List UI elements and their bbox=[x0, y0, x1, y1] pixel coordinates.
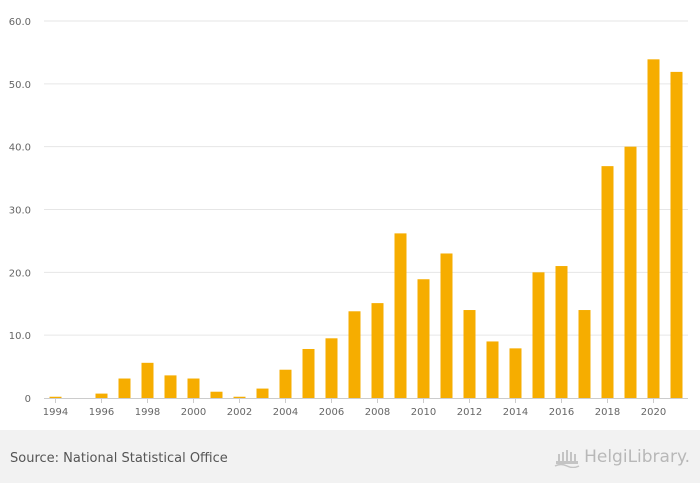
x-tick-label: 1998 bbox=[135, 407, 160, 418]
bar-1999[interactable] bbox=[164, 375, 177, 398]
bar-2010[interactable] bbox=[417, 279, 430, 398]
x-tick-label: 2018 bbox=[595, 407, 620, 418]
bar-2012[interactable] bbox=[463, 310, 476, 398]
y-tick-label: 50.0 bbox=[9, 80, 31, 91]
bar-chart: 0 10.0 20.0 30.0 40.0 50.0 60.0 1994 1996 1998 20… bbox=[9, 17, 688, 418]
bar-2004[interactable] bbox=[279, 369, 292, 398]
y-tick-label: 10.0 bbox=[9, 331, 31, 342]
x-axis: 1994 1996 1998 2000 2002 2004 2006 2008 2010 2012… bbox=[43, 398, 688, 418]
bar-2007[interactable] bbox=[348, 311, 361, 398]
bar-2016[interactable] bbox=[555, 266, 568, 398]
x-tick-label: 1994 bbox=[43, 407, 68, 418]
x-tick-label: 2020 bbox=[641, 407, 666, 418]
x-tick-label: 2008 bbox=[365, 407, 390, 418]
source-note: Source: National Statistical Office bbox=[10, 451, 228, 466]
bar-1994[interactable] bbox=[49, 396, 62, 398]
helgilibrary-logo[interactable]: HelgiLibrary. bbox=[554, 446, 690, 468]
bar-2009[interactable] bbox=[394, 233, 407, 398]
bar-2017[interactable] bbox=[578, 310, 591, 398]
library-building-icon bbox=[554, 450, 580, 468]
x-tick-label: 2006 bbox=[319, 407, 344, 418]
y-tick-label: 30.0 bbox=[9, 206, 31, 217]
bar-2011[interactable] bbox=[440, 253, 453, 398]
y-tick-label: 40.0 bbox=[9, 143, 31, 154]
bar-1996[interactable] bbox=[95, 393, 108, 398]
footer-bar bbox=[0, 430, 700, 483]
bar-2006[interactable] bbox=[325, 338, 338, 398]
bar-2020[interactable] bbox=[647, 59, 660, 398]
x-tick-label: 2010 bbox=[411, 407, 436, 418]
y-tick-label: 20.0 bbox=[9, 268, 31, 279]
bar-2014[interactable] bbox=[509, 348, 522, 398]
bar-2000[interactable] bbox=[187, 378, 200, 398]
bar-1998[interactable] bbox=[141, 362, 154, 398]
x-tick-label: 2014 bbox=[503, 407, 528, 418]
x-tick-label: 2012 bbox=[457, 407, 482, 418]
bar-2001[interactable] bbox=[210, 391, 223, 398]
x-tick-label: 2002 bbox=[227, 407, 252, 418]
bar-2003[interactable] bbox=[256, 388, 269, 398]
bar-2008[interactable] bbox=[371, 303, 384, 398]
x-tick-label: 2016 bbox=[549, 407, 574, 418]
bar-2019[interactable] bbox=[624, 146, 637, 398]
bar-2005[interactable] bbox=[302, 348, 315, 398]
y-axis-tick-labels: 0 10.0 20.0 30.0 40.0 50.0 60.0 bbox=[9, 17, 31, 405]
bar-2002[interactable] bbox=[233, 396, 246, 398]
bars bbox=[49, 59, 683, 399]
x-tick-label: 2000 bbox=[181, 407, 206, 418]
y-tick-label: 0 bbox=[25, 394, 31, 405]
bar-1997[interactable] bbox=[118, 378, 131, 398]
gridlines bbox=[44, 20, 688, 336]
x-tick-label: 1996 bbox=[89, 407, 114, 418]
bar-2021[interactable] bbox=[670, 71, 683, 399]
x-tick-label: 2004 bbox=[273, 407, 298, 418]
logo-text: HelgiLibrary. bbox=[584, 447, 690, 467]
y-tick-label: 60.0 bbox=[9, 17, 31, 28]
bar-2013[interactable] bbox=[486, 341, 499, 398]
bar-2018[interactable] bbox=[601, 166, 614, 398]
bar-2015[interactable] bbox=[532, 272, 545, 398]
